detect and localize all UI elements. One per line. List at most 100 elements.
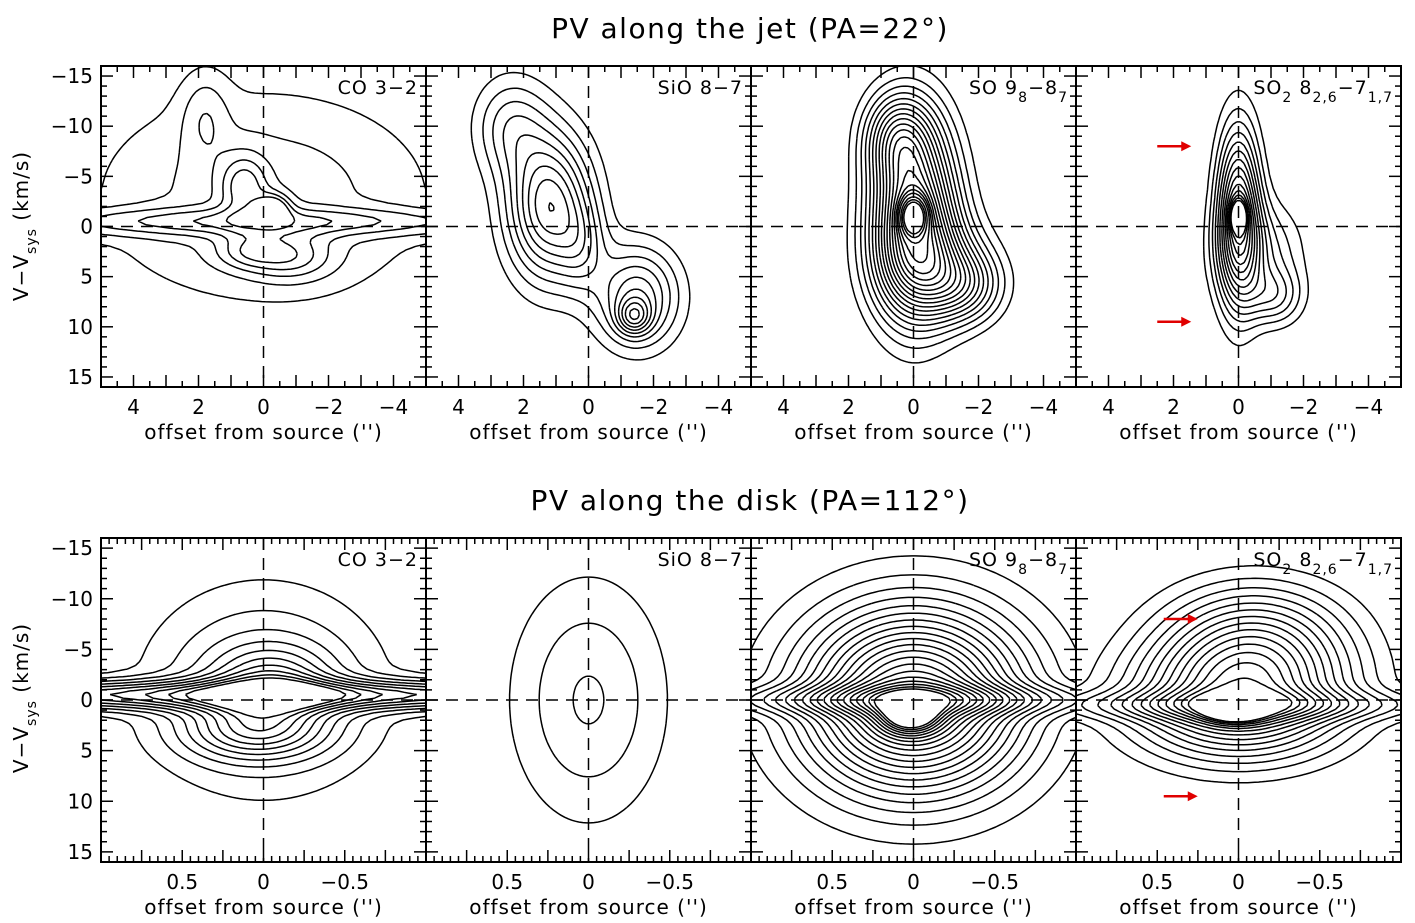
contour-level-3 [1211,121,1294,323]
contour-level-3 [492,100,671,343]
contour-level-4 [1214,131,1287,316]
contour-level-3 [101,628,426,768]
arrow-head [1187,791,1198,802]
x-axis-label: offset from source ('') [794,895,1033,919]
x-tick-label: −4 [1354,395,1383,419]
x-tick-label: 2 [1167,395,1180,419]
panel-title: CO 3−2 [338,77,418,99]
contour-group [1076,565,1401,784]
panel-title: SiO 8−7 [658,77,743,99]
x-tick-label: −2 [314,395,343,419]
x-tick-label: 0.5 [491,870,523,894]
y-tick-label: 5 [80,739,93,763]
contour-level-9 [1149,628,1333,732]
contour-group [1202,89,1310,347]
contour-level-1 [470,71,691,361]
y-tick-label: −5 [64,637,93,661]
x-tick-label: 4 [777,395,790,419]
contour-level-7 [1131,615,1350,741]
contour-level-7 [527,165,649,328]
contour-level-17 [856,680,971,735]
x-axis-label: offset from source ('') [1119,895,1358,919]
contour-level-7 [785,619,1042,781]
contour-level-7 [1221,158,1261,296]
y-tick-label: 5 [80,265,93,289]
y-tick-label: −15 [51,536,93,560]
x-tick-label: 0 [1232,395,1245,419]
x-tick-label: −2 [639,395,668,419]
x-tick-label: 0 [907,395,920,419]
contour-level-9 [1224,175,1256,281]
contour-group [846,66,1015,364]
x-tick-label: −2 [964,395,993,419]
y-tick-label: 0 [80,215,93,239]
contour-level-8 [1223,167,1258,289]
contour-level-10 [809,637,1018,763]
contour-level-9 [880,117,971,308]
contour-level-10 [184,677,347,719]
y-tick-label: 15 [68,365,93,389]
arrow-head [1187,614,1198,624]
contour-level-2 [101,86,426,286]
contour-level-1 [1202,89,1310,347]
contour-level-11 [886,129,962,300]
contour-level-13 [830,656,997,747]
contour-level-2 [1208,107,1301,332]
y-axis-label-disk: V−Vsys (km/s) [9,623,40,773]
contour-level-3 [1080,587,1399,765]
x-axis-label: offset from source ('') [794,420,1033,444]
contour-level-19 [901,199,926,239]
y-tick-label: 15 [68,840,93,864]
contour-level-11 [816,643,1011,757]
x-tick-label: −4 [379,395,408,419]
contour-level-20 [903,201,925,235]
contour-level-10 [883,123,967,304]
x-tick-label: 0.5 [1141,870,1173,894]
contour-level-4 [1097,595,1383,758]
contour-level-6 [1219,150,1267,302]
contour-level-15 [843,670,984,740]
x-tick-label: 4 [1102,395,1115,419]
contour-level-5 [868,97,989,327]
contour-level-5 [515,134,657,335]
contour-level-9 [548,202,640,321]
x-tick-label: −2 [1289,395,1318,419]
contour-level-6 [1121,609,1360,746]
x-tick-label: −4 [704,395,733,419]
x-tick-label: 2 [842,395,855,419]
x-axis-label: offset from source ('') [144,420,383,444]
x-axis-label: offset from source ('') [1119,420,1358,444]
contour-level-12 [823,650,1004,751]
contour-level-2 [482,87,680,349]
x-axis-label: offset from source ('') [144,895,383,919]
contour-level-4 [101,640,426,761]
contour-level-2 [1076,577,1401,773]
contour-level-13 [1229,197,1249,246]
contour-level-20 [873,688,952,729]
x-tick-label: −0.5 [1295,870,1344,894]
arrow-head [1181,316,1192,327]
contour-level-6 [225,196,296,231]
contour-level-7 [874,108,980,317]
y-tick-label: −5 [64,164,93,188]
contour-level-8 [794,625,1033,775]
contour-level-6 [521,151,653,332]
contour-level-4 [864,92,994,333]
contour-level-1 [101,579,426,802]
x-tick-label: 0 [257,870,270,894]
contour-level-11 [1165,643,1317,728]
x-tick-label: 0.5 [816,870,848,894]
contour-level-2 [101,609,426,779]
x-tick-label: 0 [907,870,920,894]
x-tick-label: 2 [517,395,530,419]
contour-level-5 [193,169,333,264]
contour-group [751,555,1076,845]
y-axis-label-jet: V−Vsys (km/s) [9,151,40,301]
contour-level-4 [751,596,1076,804]
